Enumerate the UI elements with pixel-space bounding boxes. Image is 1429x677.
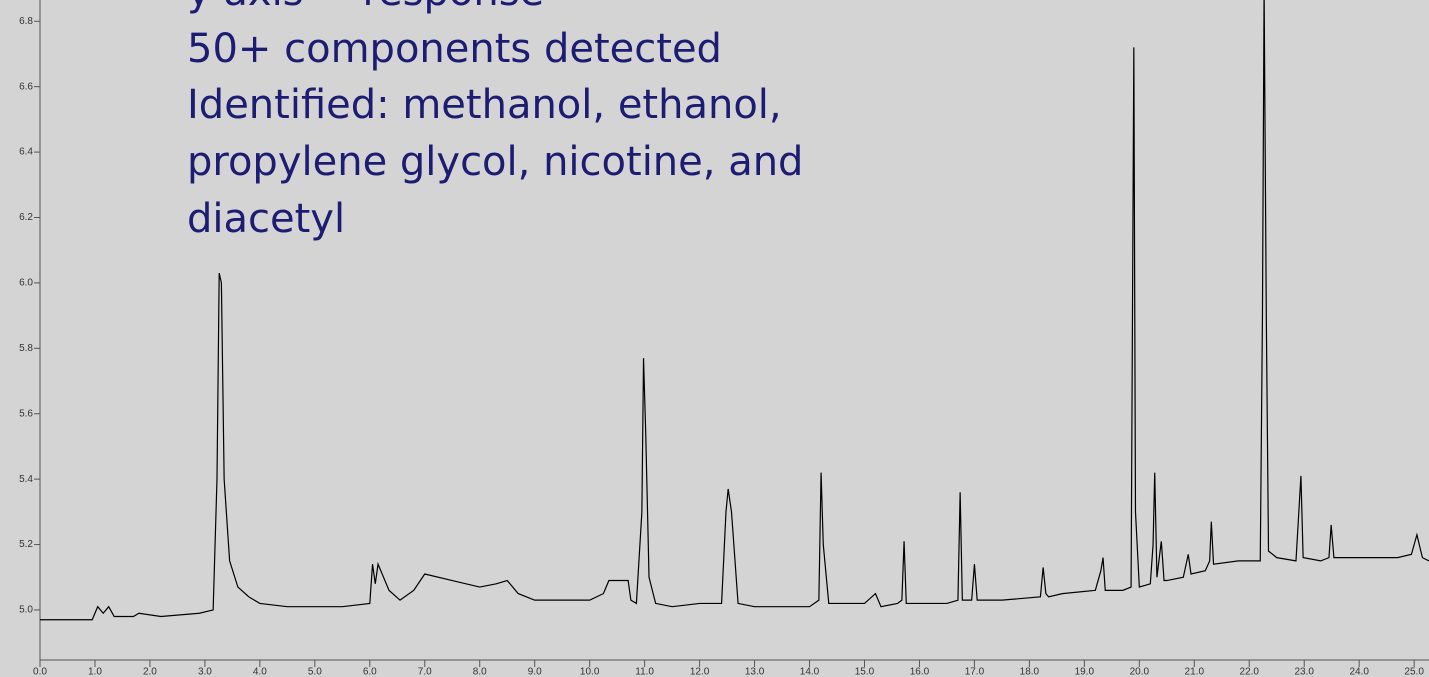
chromatogram-line — [40, 0, 1429, 621]
x-tick-label: 24.0 — [1349, 667, 1369, 677]
x-tick-label: 11.0 — [635, 667, 654, 677]
x-tick-label: 10.0 — [580, 667, 600, 677]
y-tick-label: 6.4 — [19, 147, 33, 158]
y-tick-label: 6.8 — [19, 16, 33, 27]
x-tick-label: 9.0 — [528, 667, 542, 677]
x-tick-label: 8.0 — [473, 667, 487, 677]
x-tick-label: 21.0 — [1185, 667, 1205, 677]
x-tick-label: 13.0 — [745, 667, 765, 677]
annotation: propylene glycol, nicotine, and — [187, 139, 803, 185]
x-tick-label: 1.0 — [88, 667, 102, 677]
x-tick-label: 18.0 — [1020, 667, 1040, 677]
x-tick-label: 23.0 — [1294, 667, 1314, 677]
y-tick-label: 6.2 — [19, 212, 33, 223]
x-tick-label: 19.0 — [1075, 667, 1095, 677]
x-tick-label: 16.0 — [910, 667, 930, 677]
x-tick-label: 0.0 — [33, 667, 47, 677]
x-tick-label: 12.0 — [690, 667, 710, 677]
x-tick-label: 14.0 — [800, 667, 820, 677]
x-tick-label: 5.0 — [308, 667, 322, 677]
y-tick-label: 5.2 — [19, 539, 33, 550]
annotation: y axis = response — [187, 0, 544, 15]
x-tick-label: 6.0 — [363, 667, 377, 677]
annotation: Identified: methanol, ethanol, — [187, 82, 782, 128]
y-tick-label: 6.0 — [19, 278, 33, 289]
x-tick-label: 25.0 — [1404, 667, 1424, 677]
x-tick-label: 2.0 — [143, 667, 157, 677]
annotation: 50+ components detected — [187, 26, 722, 72]
x-tick-label: 20.0 — [1130, 667, 1150, 677]
x-tick-label: 17.0 — [965, 667, 985, 677]
x-tick-label: 22.0 — [1240, 667, 1260, 677]
y-tick-label: 5.6 — [19, 408, 33, 419]
x-tick-label: 3.0 — [198, 667, 212, 677]
y-tick-label: 5.4 — [19, 474, 33, 485]
x-tick-label: 7.0 — [418, 667, 432, 677]
y-tick-label: 6.6 — [19, 81, 33, 92]
y-tick-label: 5.8 — [19, 343, 33, 354]
x-tick-label: 15.0 — [855, 667, 875, 677]
annotation: diacetyl — [187, 196, 345, 242]
y-tick-label: 5.0 — [19, 605, 33, 616]
x-tick-label: 4.0 — [253, 667, 267, 677]
